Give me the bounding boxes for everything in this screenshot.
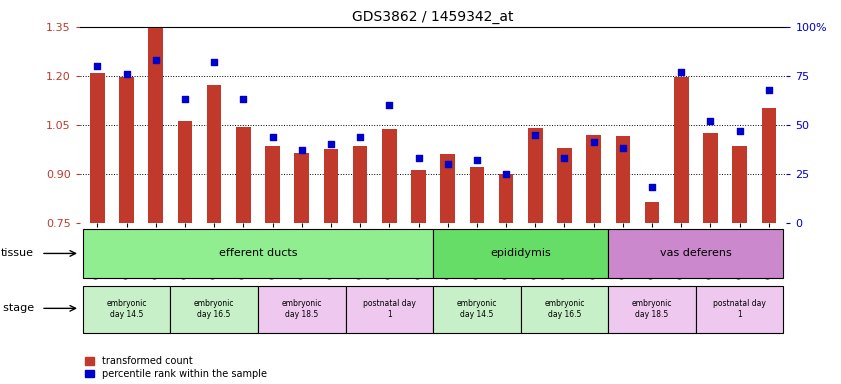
Bar [353, 146, 368, 223]
Point [704, 118, 717, 124]
Point [470, 157, 484, 163]
Bar [265, 146, 280, 223]
Bar [433, 229, 608, 278]
Point [149, 57, 162, 63]
Point [528, 131, 542, 138]
Bar [469, 167, 484, 223]
Bar [207, 84, 221, 223]
Bar [294, 152, 309, 223]
Point [500, 170, 513, 177]
Bar [346, 286, 433, 333]
Bar [149, 28, 163, 223]
Bar [645, 202, 659, 223]
Point [295, 147, 309, 153]
Point [587, 139, 600, 146]
Legend: transformed count, percentile rank within the sample: transformed count, percentile rank withi… [85, 356, 267, 379]
Text: postnatal day
1: postnatal day 1 [362, 300, 415, 319]
Bar [82, 229, 433, 278]
Text: postnatal day
1: postnatal day 1 [713, 300, 766, 319]
Bar [703, 133, 717, 223]
Text: embryonic
day 16.5: embryonic day 16.5 [544, 300, 584, 319]
Bar [441, 154, 455, 223]
Bar [521, 286, 608, 333]
Point [558, 155, 571, 161]
Bar [696, 286, 784, 333]
Point [762, 86, 775, 93]
Title: GDS3862 / 1459342_at: GDS3862 / 1459342_at [352, 10, 514, 25]
Bar [528, 128, 542, 223]
Bar [82, 286, 171, 333]
Point [616, 145, 630, 151]
Bar [499, 174, 513, 223]
Text: efferent ducts: efferent ducts [219, 248, 297, 258]
Point [178, 96, 192, 103]
Bar [761, 109, 776, 223]
Bar [586, 135, 601, 223]
Point [441, 161, 454, 167]
Text: embryonic
day 18.5: embryonic day 18.5 [632, 300, 672, 319]
Point [645, 184, 659, 190]
Bar [733, 146, 747, 223]
Text: embryonic
day 16.5: embryonic day 16.5 [194, 300, 235, 319]
Bar [433, 286, 521, 333]
Bar [236, 127, 251, 223]
Point [91, 63, 104, 69]
Point [674, 69, 688, 75]
Bar [171, 286, 258, 333]
Bar [674, 78, 689, 223]
Text: embryonic
day 14.5: embryonic day 14.5 [106, 300, 147, 319]
Bar [608, 229, 784, 278]
Point [208, 59, 221, 65]
Text: tissue: tissue [1, 248, 34, 258]
Text: development stage: development stage [0, 303, 34, 313]
Point [733, 127, 746, 134]
Point [266, 134, 279, 140]
Point [412, 155, 426, 161]
Point [236, 96, 250, 103]
Bar [608, 286, 696, 333]
Bar [177, 121, 193, 223]
Text: vas deferens: vas deferens [660, 248, 732, 258]
Bar [411, 170, 426, 223]
Point [325, 141, 338, 147]
Bar [258, 286, 346, 333]
Bar [90, 73, 105, 223]
Bar [119, 78, 134, 223]
Text: embryonic
day 18.5: embryonic day 18.5 [282, 300, 322, 319]
Bar [382, 129, 397, 223]
Point [120, 71, 134, 77]
Point [383, 102, 396, 108]
Bar [324, 149, 338, 223]
Point [353, 134, 367, 140]
Text: epididymis: epididymis [490, 248, 551, 258]
Bar [616, 136, 630, 223]
Bar [558, 148, 572, 223]
Text: embryonic
day 14.5: embryonic day 14.5 [457, 300, 497, 319]
